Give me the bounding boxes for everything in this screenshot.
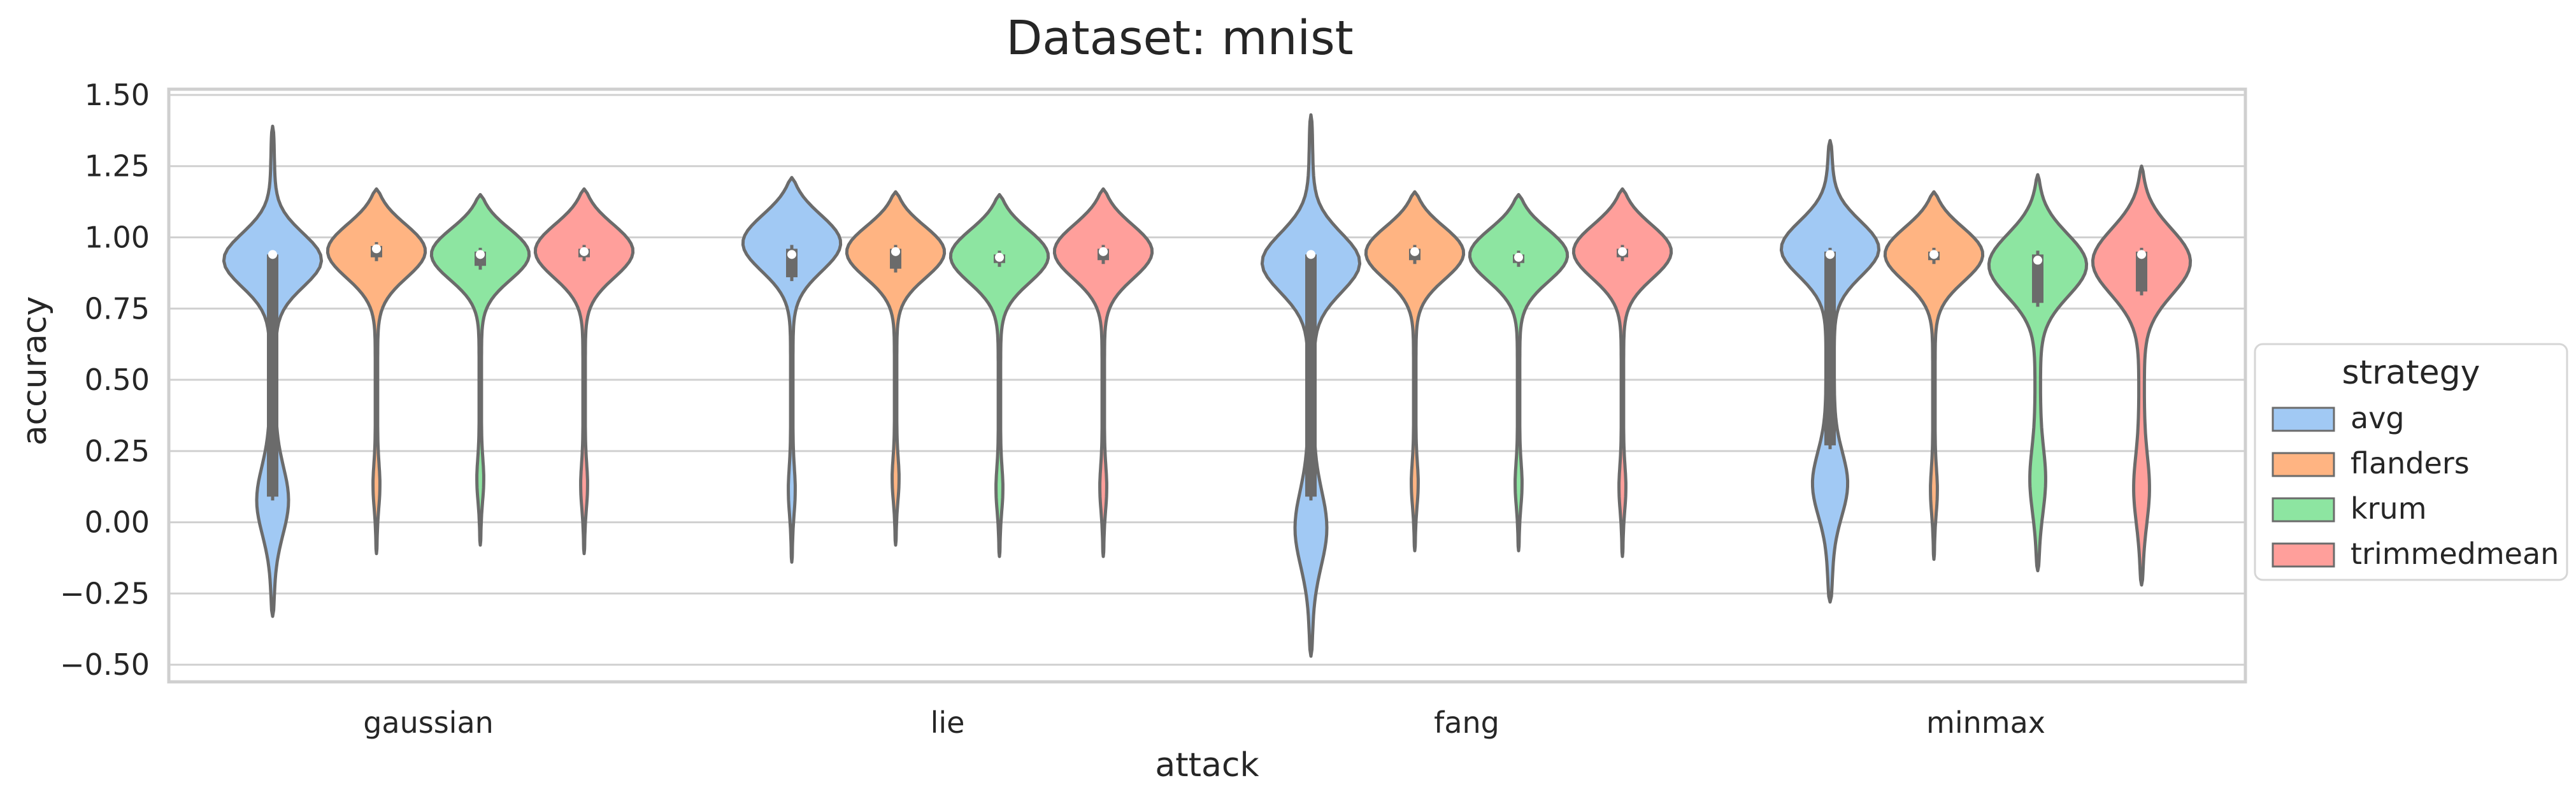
violin-median xyxy=(268,250,277,259)
violin-iqr-box xyxy=(1305,254,1317,497)
violin-median xyxy=(787,250,796,259)
violin-iqr-box xyxy=(2032,254,2043,303)
y-tick-label: 1.00 xyxy=(85,220,150,255)
violin-avg-lie xyxy=(741,176,843,564)
x-axis-ticks: gaussian lie fang minmax xyxy=(363,705,2045,740)
violin-median xyxy=(1410,247,1419,256)
violin-median xyxy=(891,247,900,256)
y-tick-label: −0.50 xyxy=(60,647,150,682)
y-tick-label: 0.50 xyxy=(85,363,150,397)
x-tick-label: fang xyxy=(1434,705,1499,740)
y-tick-label: −0.25 xyxy=(60,576,150,610)
plot-area xyxy=(167,87,2247,684)
chart-title: Dataset: mnist xyxy=(1006,11,1353,66)
y-tick-label: 0.75 xyxy=(85,291,150,326)
violin-krum-minmax xyxy=(1987,173,2089,573)
y-tick-label: 0.00 xyxy=(85,505,150,540)
legend-label-avg: avg xyxy=(2351,401,2405,435)
violin-trimmedmean-fang xyxy=(1571,187,1673,558)
x-tick-label: lie xyxy=(931,705,965,740)
violin-flanders-minmax xyxy=(1883,190,1985,561)
violin-trimmedmean-gaussian xyxy=(533,187,635,556)
violin-krum-gaussian xyxy=(429,192,531,547)
legend-swatch-trimmedmean xyxy=(2272,542,2335,568)
legend-label-krum: krum xyxy=(2351,491,2427,526)
violin-trimmedmean-minmax xyxy=(2091,164,2193,587)
plot-frame xyxy=(167,87,2247,684)
violin-median xyxy=(1826,250,1835,259)
violin-iqr-box xyxy=(267,254,278,497)
violin-median xyxy=(1099,247,1108,256)
violin-flanders-gaussian xyxy=(326,187,427,556)
y-tick-label: 1.25 xyxy=(85,149,150,184)
violin-median xyxy=(1618,247,1627,256)
violin-iqr-box xyxy=(1824,251,1836,445)
violin-krum-fang xyxy=(1468,192,1570,552)
violin-krum-lie xyxy=(948,192,1050,558)
violin-median xyxy=(2137,250,2146,259)
legend: strategy avg flanders krum trimmedmean xyxy=(2254,343,2568,581)
x-tick-label: minmax xyxy=(1926,705,2045,740)
violin-median xyxy=(1306,250,1315,259)
x-axis-label: attack xyxy=(1155,746,1259,784)
x-tick-label: gaussian xyxy=(363,705,494,740)
legend-label-flanders: flanders xyxy=(2351,446,2470,480)
violin-median xyxy=(580,247,589,256)
legend-swatch-krum xyxy=(2272,497,2335,523)
legend-swatch-flanders xyxy=(2272,452,2335,477)
violin-median xyxy=(2033,256,2042,265)
violin-flanders-lie xyxy=(845,190,947,547)
y-tick-label: 1.50 xyxy=(85,78,150,112)
violin-median xyxy=(372,244,381,254)
legend-swatch-avg xyxy=(2272,407,2335,432)
legend-label-trimmedmean: trimmedmean xyxy=(2351,537,2559,571)
violin-trimmedmean-lie xyxy=(1052,187,1154,558)
violin-median xyxy=(995,252,1004,262)
y-axis-label: accuracy xyxy=(16,296,54,446)
violin-iqr-box xyxy=(2136,251,2147,292)
violin-median xyxy=(1929,250,1938,259)
legend-title: strategy xyxy=(2342,354,2480,392)
violin-median xyxy=(476,250,485,259)
y-axis-ticks: 1.50 1.25 1.00 0.75 0.50 0.25 0.00 −0.25 −0.50 xyxy=(60,78,150,682)
violin-median xyxy=(1514,252,1523,262)
y-tick-label: 0.25 xyxy=(85,434,150,468)
violin-flanders-fang xyxy=(1364,190,1466,552)
